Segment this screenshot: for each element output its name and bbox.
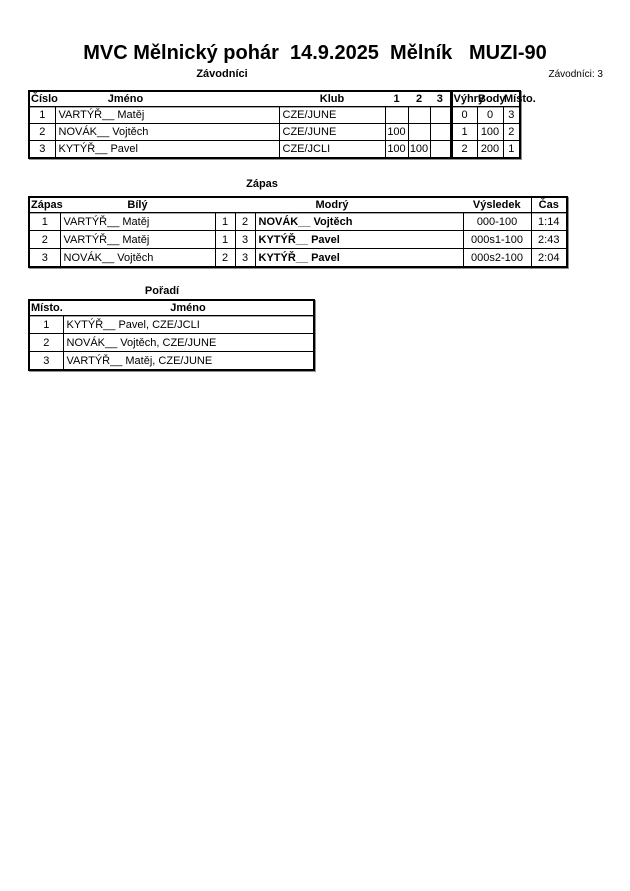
competitor-row: 2 NOVÁK__ Vojtěch CZE/JUNE 100 1 100 2 bbox=[28, 123, 521, 141]
matches-table: Zápas Bílý Modrý Výsledek Čas 1 VARTÝŘ__… bbox=[28, 196, 568, 268]
cell-vysledek: 000s1-100 bbox=[462, 230, 532, 249]
cell-modry-number: 2 bbox=[234, 212, 256, 231]
header-body: Body bbox=[477, 91, 506, 107]
header-jmeno: Jméno bbox=[63, 300, 314, 316]
cell-bily-number: 2 bbox=[214, 248, 236, 268]
cell-vyhry: 2 bbox=[449, 140, 478, 159]
cell-vyhry: 1 bbox=[449, 123, 478, 141]
cell-misto: 3 bbox=[28, 351, 64, 371]
cell-score1: 100 bbox=[384, 123, 409, 141]
header-n2 bbox=[235, 197, 255, 213]
cell-bily-number: 1 bbox=[214, 230, 236, 249]
competitors-header-row: Číslo Jméno Klub 1 2 3 Výhry Body Místo. bbox=[29, 91, 536, 107]
cell-bily-number: 1 bbox=[214, 212, 236, 231]
cell-misto: 2 bbox=[28, 333, 64, 352]
header-vysledek: Výsledek bbox=[463, 197, 531, 213]
cell-zapas: 3 bbox=[28, 248, 61, 268]
header-n1 bbox=[215, 197, 235, 213]
standing-row: 1 KYTÝŘ__ Pavel, CZE/JCLI bbox=[28, 315, 315, 334]
cell-body: 0 bbox=[476, 106, 504, 124]
cell-jmeno: VARTÝŘ__ Matěj, CZE/JUNE bbox=[62, 351, 315, 371]
cell-jmeno: KYTÝŘ__ Pavel, CZE/JCLI bbox=[62, 315, 315, 334]
cell-cas: 2:04 bbox=[530, 248, 568, 268]
competitors-count: Závodníci: 3 bbox=[548, 69, 603, 80]
cell-misto: 3 bbox=[502, 106, 521, 124]
cell-misto: 1 bbox=[28, 315, 64, 334]
cell-cislo: 1 bbox=[28, 106, 56, 124]
standings-table: Místo. Jméno 1 KYTÝŘ__ Pavel, CZE/JCLI 2… bbox=[28, 299, 315, 371]
cell-score1: 100 bbox=[384, 140, 409, 159]
match-row: 1 VARTÝŘ__ Matěj 1 2 NOVÁK__ Vojtěch 000… bbox=[28, 212, 568, 231]
cell-bily: NOVÁK__ Vojtěch bbox=[59, 248, 216, 268]
header-col2: 2 bbox=[408, 91, 430, 107]
matches-section-title: Zápas bbox=[246, 178, 278, 190]
header-klub: Klub bbox=[279, 91, 385, 107]
header-cas: Čas bbox=[530, 197, 567, 213]
header-col1: 1 bbox=[385, 91, 408, 107]
page-title: MVC Mělnický pohár 14.9.2025 Mělník MUZI… bbox=[83, 42, 547, 64]
cell-score3 bbox=[429, 140, 452, 159]
cell-body: 100 bbox=[476, 123, 504, 141]
cell-modry-number: 3 bbox=[234, 230, 256, 249]
cell-cislo: 2 bbox=[28, 123, 56, 141]
cell-vysledek: 000s2-100 bbox=[462, 248, 532, 268]
cell-jmeno: NOVÁK__ Vojtěch, CZE/JUNE bbox=[62, 333, 315, 352]
cell-zapas: 2 bbox=[28, 230, 61, 249]
cell-cas: 2:43 bbox=[530, 230, 568, 249]
cell-klub: CZE/JUNE bbox=[278, 123, 386, 141]
header-jmeno: Jméno bbox=[55, 91, 279, 107]
standings-section-title: Pořadí bbox=[144, 285, 180, 297]
cell-score2 bbox=[407, 106, 431, 124]
header-misto: Místo. bbox=[503, 91, 536, 107]
cell-score2: 100 bbox=[407, 140, 431, 159]
matches-header-row: Zápas Bílý Modrý Výsledek Čas bbox=[29, 197, 567, 213]
cell-cislo: 3 bbox=[28, 140, 56, 159]
header-cislo: Číslo bbox=[29, 91, 58, 107]
cell-body: 200 bbox=[476, 140, 504, 159]
cell-score3 bbox=[429, 123, 452, 141]
competitor-row: 3 KYTÝŘ__ Pavel CZE/JCLI 100 100 2 200 1 bbox=[28, 140, 521, 159]
header-col3: 3 bbox=[430, 91, 451, 107]
competitors-table: Číslo Jméno Klub 1 2 3 Výhry Body Místo.… bbox=[28, 90, 536, 159]
competitor-row: 1 VARTÝŘ__ Matěj CZE/JUNE 0 0 3 bbox=[28, 106, 521, 124]
competitors-section-title: Závodníci bbox=[196, 68, 248, 80]
cell-cas: 1:14 bbox=[530, 212, 568, 231]
header-zapas: Zápas bbox=[29, 197, 63, 213]
cell-modry: NOVÁK__ Vojtěch bbox=[254, 212, 464, 231]
cell-bily: VARTÝŘ__ Matěj bbox=[59, 212, 216, 231]
cell-modry: KYTÝŘ__ Pavel bbox=[254, 248, 464, 268]
cell-misto: 2 bbox=[502, 123, 521, 141]
header-bily: Bílý bbox=[60, 197, 215, 213]
cell-jmeno: VARTÝŘ__ Matěj bbox=[54, 106, 280, 124]
cell-zapas: 1 bbox=[28, 212, 61, 231]
cell-modry-number: 3 bbox=[234, 248, 256, 268]
match-row: 2 VARTÝŘ__ Matěj 1 3 KYTÝŘ__ Pavel 000s1… bbox=[28, 230, 568, 249]
cell-score1 bbox=[384, 106, 409, 124]
cell-jmeno: KYTÝŘ__ Pavel bbox=[54, 140, 280, 159]
cell-misto: 1 bbox=[502, 140, 521, 159]
cell-vyhry: 0 bbox=[449, 106, 478, 124]
cell-score3 bbox=[429, 106, 452, 124]
standing-row: 2 NOVÁK__ Vojtěch, CZE/JUNE bbox=[28, 333, 315, 352]
header-misto: Místo. bbox=[29, 300, 63, 316]
cell-jmeno: NOVÁK__ Vojtěch bbox=[54, 123, 280, 141]
standing-row: 3 VARTÝŘ__ Matěj, CZE/JUNE bbox=[28, 351, 315, 371]
cell-klub: CZE/JUNE bbox=[278, 106, 386, 124]
header-vyhry: Výhry bbox=[449, 91, 484, 107]
cell-vysledek: 000-100 bbox=[462, 212, 532, 231]
cell-bily: VARTÝŘ__ Matěj bbox=[59, 230, 216, 249]
match-row: 3 NOVÁK__ Vojtěch 2 3 KYTÝŘ__ Pavel 000s… bbox=[28, 248, 568, 268]
cell-score2 bbox=[407, 123, 431, 141]
header-modry: Modrý bbox=[255, 197, 463, 213]
cell-klub: CZE/JCLI bbox=[278, 140, 386, 159]
cell-modry: KYTÝŘ__ Pavel bbox=[254, 230, 464, 249]
standings-header-row: Místo. Jméno bbox=[29, 300, 314, 316]
